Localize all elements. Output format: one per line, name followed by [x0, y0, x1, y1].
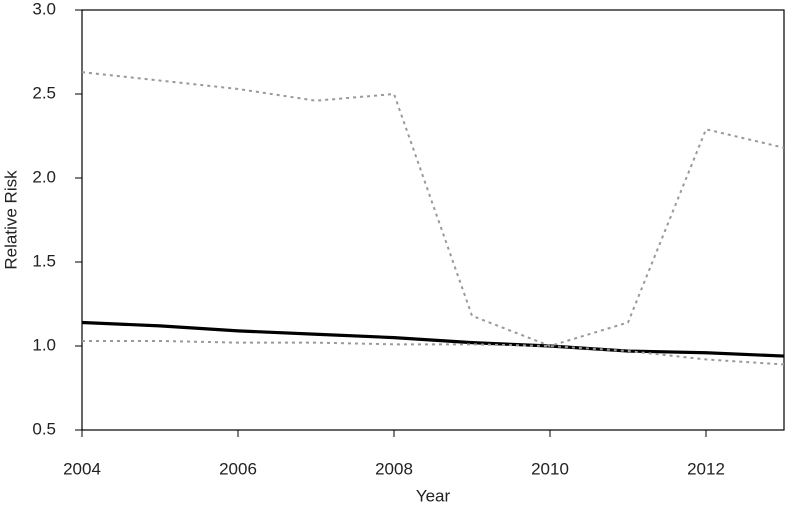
y-tick-label: 1.5 [32, 251, 56, 270]
x-tick-label: 2004 [63, 459, 101, 478]
x-axis-label: Year [416, 486, 451, 505]
y-tick-label: 3.0 [32, 0, 56, 18]
y-tick-label: 2.5 [32, 83, 56, 102]
y-tick-label: 0.5 [32, 419, 56, 438]
x-tick-label: 2006 [219, 459, 257, 478]
series-line [81, 71, 785, 348]
x-tick-label: 2010 [531, 459, 569, 478]
y-axis-label: Relative Risk [1, 170, 20, 270]
series-line [82, 339, 785, 366]
x-tick-label: 2012 [687, 459, 725, 478]
y-tick-label: 2.0 [32, 167, 56, 186]
plot-frame [81, 9, 785, 431]
x-tick-label: 2008 [375, 459, 413, 478]
series-line [81, 320, 785, 358]
y-tick-label: 1.0 [32, 335, 56, 354]
